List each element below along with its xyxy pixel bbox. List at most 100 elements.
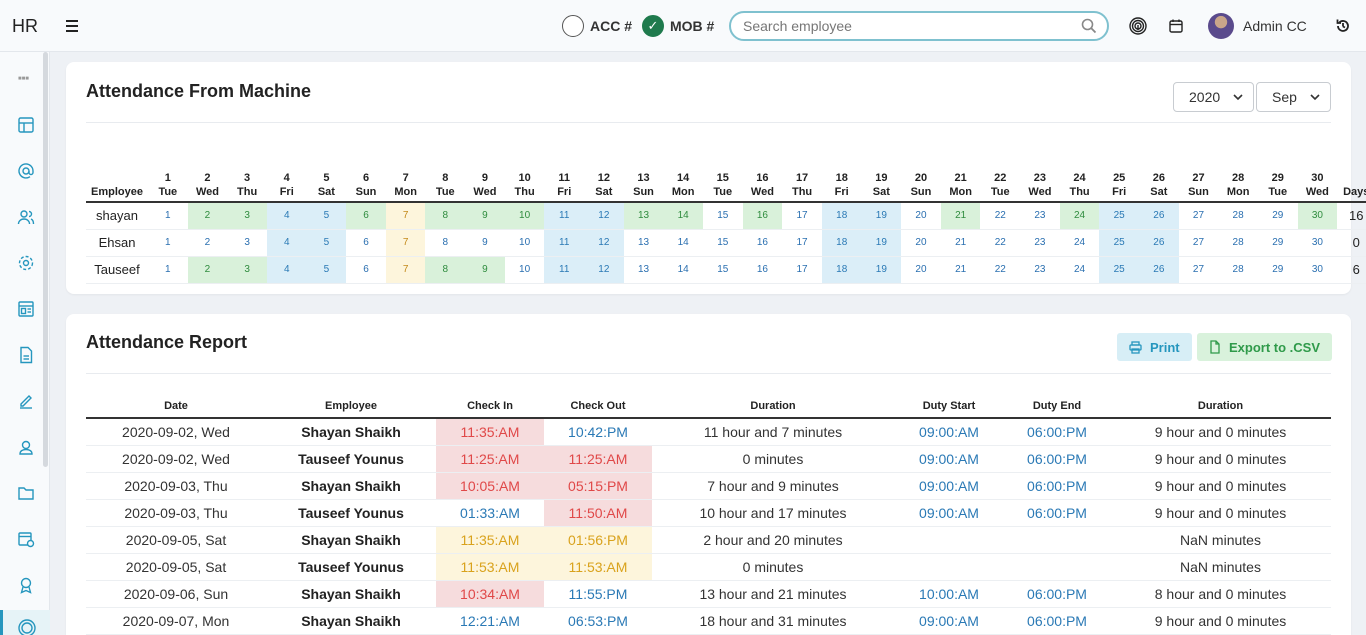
month-select[interactable]: Sep (1256, 82, 1331, 112)
day-cell[interactable]: 2 (187, 229, 228, 257)
day-cell[interactable]: 17 (782, 229, 822, 257)
fingerprint-icon[interactable] (1127, 15, 1149, 37)
day-cell[interactable]: 7 (385, 256, 426, 284)
day-cell[interactable]: 4 (266, 202, 307, 230)
day-cell[interactable]: 5 (306, 202, 347, 230)
day-cell[interactable]: 13 (623, 229, 664, 257)
day-cell[interactable]: 4 (266, 229, 307, 257)
mob-toggle[interactable]: ✓ MOB # (642, 15, 714, 37)
day-cell[interactable]: 5 (306, 256, 347, 284)
document-icon[interactable] (15, 344, 37, 366)
day-cell[interactable]: 6 (346, 229, 386, 257)
day-cell[interactable]: 23 (1020, 202, 1060, 230)
day-cell[interactable]: 7 (385, 229, 426, 257)
day-cell[interactable]: 23 (1020, 256, 1060, 284)
day-cell[interactable]: 1 (148, 229, 188, 257)
day-cell[interactable]: 14 (663, 202, 703, 230)
day-cell[interactable]: 14 (663, 256, 703, 284)
day-cell[interactable]: 19 (861, 229, 902, 257)
day-cell[interactable]: 17 (782, 202, 822, 230)
day-cell[interactable]: 16 (742, 256, 783, 284)
export-csv-button[interactable]: Export to .CSV (1197, 333, 1333, 361)
day-cell[interactable]: 26 (1139, 202, 1179, 230)
day-cell[interactable]: 15 (702, 256, 743, 284)
day-cell[interactable]: 18 (821, 229, 862, 257)
day-cell[interactable]: 22 (980, 229, 1021, 257)
day-cell[interactable]: 26 (1139, 256, 1179, 284)
day-cell[interactable]: 6 (346, 202, 386, 230)
brand-logo[interactable]: HR (12, 15, 38, 36)
day-cell[interactable]: 24 (1059, 229, 1100, 257)
users-icon[interactable] (15, 206, 37, 228)
day-cell[interactable]: 27 (1178, 229, 1219, 257)
day-cell[interactable]: 2 (187, 202, 228, 230)
day-cell[interactable]: 20 (901, 256, 941, 284)
day-cell[interactable]: 11 (544, 202, 585, 230)
day-cell[interactable]: 27 (1178, 202, 1219, 230)
sidebar-scrollbar[interactable] (43, 52, 48, 467)
day-cell[interactable]: 8 (425, 229, 466, 257)
user-icon[interactable] (15, 436, 37, 458)
day-cell[interactable]: 10 (504, 202, 545, 230)
day-cell[interactable]: 8 (425, 202, 466, 230)
day-cell[interactable]: 12 (584, 229, 624, 257)
refresh-icon[interactable] (1332, 15, 1354, 37)
day-cell[interactable]: 20 (901, 202, 941, 230)
day-cell[interactable]: 21 (940, 202, 981, 230)
day-cell[interactable]: 30 (1297, 256, 1338, 284)
day-cell[interactable]: 24 (1059, 256, 1100, 284)
day-cell[interactable]: 3 (227, 229, 267, 257)
day-cell[interactable]: 18 (821, 202, 862, 230)
day-cell[interactable]: 9 (465, 229, 505, 257)
sidebar-item-attendance[interactable] (0, 610, 50, 635)
acc-toggle[interactable]: ACC # (562, 15, 632, 37)
day-cell[interactable]: 11 (544, 256, 585, 284)
day-cell[interactable]: 27 (1178, 256, 1219, 284)
day-cell[interactable]: 15 (702, 229, 743, 257)
search-input[interactable] (743, 18, 1081, 34)
menu-toggle-button[interactable] (62, 16, 82, 36)
day-cell[interactable]: 25 (1099, 229, 1140, 257)
award-icon[interactable] (15, 574, 37, 596)
at-sign-icon[interactable] (15, 160, 37, 182)
gear-icon[interactable] (15, 252, 37, 274)
day-cell[interactable]: 16 (742, 229, 783, 257)
print-button[interactable]: Print (1117, 333, 1192, 361)
day-cell[interactable]: 16 (742, 202, 783, 230)
day-cell[interactable]: 10 (504, 256, 545, 284)
day-cell[interactable]: 8 (425, 256, 466, 284)
admin-name[interactable]: Admin CC (1243, 18, 1307, 34)
day-cell[interactable]: 3 (227, 256, 267, 284)
day-cell[interactable]: 7 (385, 202, 426, 230)
day-cell[interactable]: 25 (1099, 256, 1140, 284)
day-cell[interactable]: 17 (782, 256, 822, 284)
day-cell[interactable]: 19 (861, 202, 902, 230)
day-cell[interactable]: 22 (980, 256, 1021, 284)
day-cell[interactable]: 2 (187, 256, 228, 284)
day-cell[interactable]: 12 (584, 256, 624, 284)
day-cell[interactable]: 12 (584, 202, 624, 230)
day-cell[interactable]: 1 (148, 202, 188, 230)
day-cell[interactable]: 28 (1218, 229, 1258, 257)
day-cell[interactable]: 28 (1218, 256, 1258, 284)
day-cell[interactable]: 14 (663, 229, 703, 257)
day-cell[interactable]: 22 (980, 202, 1021, 230)
day-cell[interactable]: 21 (940, 229, 981, 257)
day-cell[interactable]: 13 (623, 256, 664, 284)
day-cell[interactable]: 5 (306, 229, 347, 257)
day-cell[interactable]: 25 (1099, 202, 1140, 230)
day-cell[interactable]: 19 (861, 256, 902, 284)
day-cell[interactable]: 18 (821, 256, 862, 284)
day-cell[interactable]: 9 (465, 256, 505, 284)
day-cell[interactable]: 23 (1020, 229, 1060, 257)
day-cell[interactable]: 3 (227, 202, 267, 230)
year-select[interactable]: 2020 (1173, 82, 1254, 112)
day-cell[interactable]: 28 (1218, 202, 1258, 230)
day-cell[interactable]: 13 (623, 202, 664, 230)
layout-icon[interactable] (15, 298, 37, 320)
avatar[interactable] (1208, 13, 1234, 39)
day-cell[interactable]: 1 (148, 256, 188, 284)
folder-icon[interactable] (15, 482, 37, 504)
day-cell[interactable]: 4 (266, 256, 307, 284)
day-cell[interactable]: 15 (702, 202, 743, 230)
